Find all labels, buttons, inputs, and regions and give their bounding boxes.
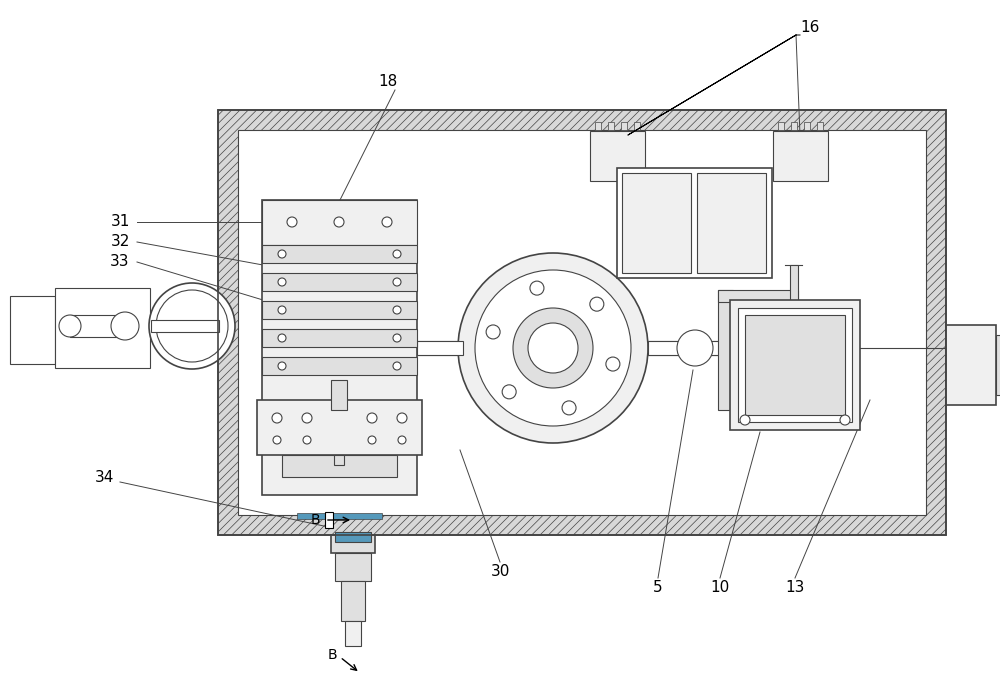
Circle shape <box>382 217 392 227</box>
Circle shape <box>475 270 631 426</box>
Text: B: B <box>310 513 320 527</box>
Circle shape <box>528 323 578 373</box>
Bar <box>335 532 371 542</box>
Bar <box>282 455 397 477</box>
Bar <box>790 265 798 325</box>
Bar <box>996 335 1000 395</box>
Bar <box>151 320 219 332</box>
Circle shape <box>368 436 376 444</box>
Circle shape <box>393 362 401 370</box>
Bar <box>218 110 946 535</box>
Text: 10: 10 <box>710 580 730 596</box>
Bar <box>745 315 845 415</box>
Circle shape <box>367 413 377 423</box>
Text: 16: 16 <box>800 20 820 36</box>
Text: 30: 30 <box>490 565 510 579</box>
Bar <box>335 553 371 581</box>
Circle shape <box>513 308 593 388</box>
Bar <box>608 122 614 130</box>
Circle shape <box>393 278 401 286</box>
Bar <box>617 168 772 278</box>
Bar <box>417 341 463 355</box>
Bar <box>262 273 417 291</box>
Bar <box>297 513 382 519</box>
Bar <box>341 581 365 621</box>
Bar <box>331 380 347 410</box>
Circle shape <box>397 413 407 423</box>
Bar <box>718 290 798 302</box>
Circle shape <box>278 250 286 258</box>
Circle shape <box>393 250 401 258</box>
Bar <box>946 325 996 405</box>
Circle shape <box>486 325 500 339</box>
Bar <box>648 341 720 355</box>
Circle shape <box>272 413 282 423</box>
Bar <box>345 621 361 646</box>
Circle shape <box>287 217 297 227</box>
Circle shape <box>278 306 286 314</box>
Bar <box>778 122 784 130</box>
Circle shape <box>458 253 648 443</box>
Text: 33: 33 <box>110 254 130 270</box>
Bar <box>804 122 810 130</box>
Circle shape <box>393 306 401 314</box>
Bar <box>262 301 417 319</box>
Bar <box>262 200 417 245</box>
Bar <box>262 329 417 347</box>
Bar <box>791 122 797 130</box>
Bar <box>238 130 926 515</box>
Bar <box>622 173 691 273</box>
Bar <box>738 308 852 422</box>
Circle shape <box>149 283 235 369</box>
Text: 13: 13 <box>785 580 805 596</box>
Circle shape <box>398 436 406 444</box>
Circle shape <box>562 401 576 415</box>
Circle shape <box>840 415 850 425</box>
Bar <box>70 315 125 337</box>
Circle shape <box>278 362 286 370</box>
Text: 18: 18 <box>378 75 398 89</box>
Circle shape <box>273 436 281 444</box>
Bar <box>817 122 823 130</box>
Bar <box>730 300 860 430</box>
Bar <box>634 122 640 130</box>
Bar <box>334 455 344 465</box>
Circle shape <box>156 290 228 362</box>
Bar <box>718 290 733 410</box>
Bar <box>262 200 417 495</box>
Circle shape <box>740 415 750 425</box>
Bar <box>10 296 55 364</box>
Circle shape <box>677 330 713 366</box>
Bar <box>55 288 150 368</box>
Circle shape <box>606 357 620 371</box>
Circle shape <box>334 217 344 227</box>
Circle shape <box>303 436 311 444</box>
Text: 5: 5 <box>653 580 663 596</box>
Circle shape <box>111 312 139 340</box>
Bar <box>325 512 333 528</box>
Bar <box>595 122 601 130</box>
Circle shape <box>530 281 544 295</box>
Text: 32: 32 <box>110 234 130 250</box>
Circle shape <box>590 297 604 311</box>
Circle shape <box>278 278 286 286</box>
Circle shape <box>393 334 401 342</box>
Bar <box>773 131 828 181</box>
Circle shape <box>278 334 286 342</box>
Text: 34: 34 <box>95 470 115 486</box>
Bar <box>590 131 645 181</box>
Bar <box>262 357 417 375</box>
Bar <box>331 535 375 553</box>
Circle shape <box>302 413 312 423</box>
Bar <box>257 400 422 455</box>
Text: B: B <box>327 648 337 662</box>
Circle shape <box>59 315 81 337</box>
Bar <box>262 245 417 263</box>
Text: 31: 31 <box>110 215 130 229</box>
Bar <box>621 122 627 130</box>
Circle shape <box>502 385 516 399</box>
Bar <box>697 173 766 273</box>
Bar <box>218 110 946 535</box>
